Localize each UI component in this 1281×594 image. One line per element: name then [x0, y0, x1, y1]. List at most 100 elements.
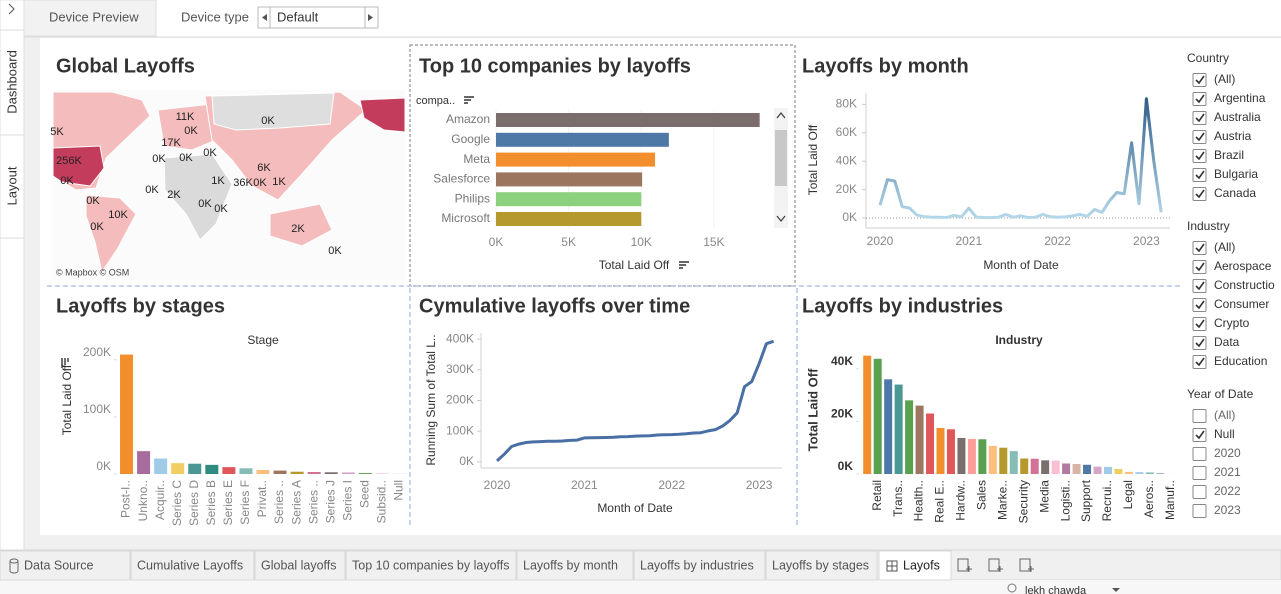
y-axis-title: Total Laid Off	[805, 368, 820, 451]
filter-checkbox[interactable]	[1192, 92, 1207, 106]
filter-checkbox[interactable]	[1192, 260, 1207, 274]
filter-checkbox[interactable]	[1192, 317, 1207, 331]
map-label: 0K	[145, 184, 159, 196]
sheet-tab[interactable]	[254, 550, 346, 581]
side-tab-layout[interactable]: Layout	[4, 166, 19, 205]
bar	[1020, 458, 1029, 474]
filter-item-label: 2021	[1214, 465, 1241, 479]
x-tick-label: Health..	[912, 480, 926, 521]
x-axis-title: Month of Date	[983, 258, 1059, 272]
filter-item-label: Data	[1214, 335, 1240, 349]
sort-icon[interactable]	[464, 96, 474, 104]
check-mark	[1195, 319, 1205, 329]
filter-checkbox[interactable]	[1192, 168, 1207, 182]
new-sheet-icon[interactable]	[1019, 558, 1034, 572]
sheet-tab-label: Data Source	[24, 558, 94, 572]
line	[878, 97, 1163, 220]
land	[163, 153, 233, 241]
scroll-arrows[interactable]	[776, 111, 786, 223]
y-tick-label: Amazon	[446, 112, 490, 126]
bar	[496, 192, 642, 207]
map-label: 0K	[152, 153, 166, 165]
bar	[1103, 466, 1112, 474]
sheet-tab[interactable]	[633, 550, 766, 581]
device-preview-label: Device Preview	[49, 9, 139, 24]
filter-checkbox[interactable]	[1192, 447, 1207, 461]
category-header: Industry	[995, 333, 1043, 347]
x-tick-label: Retail	[870, 480, 884, 511]
filter-checkbox[interactable]	[1192, 241, 1207, 255]
x-tick-label: 2021	[571, 478, 598, 492]
bar	[205, 464, 219, 474]
filter-checkbox[interactable]	[1192, 355, 1207, 369]
filter-checkbox[interactable]	[1192, 149, 1207, 163]
x-tick-label: Series F	[238, 480, 252, 525]
filter-checkbox[interactable]	[1192, 428, 1207, 442]
y-tick-label: 400K	[446, 331, 474, 345]
x-tick-label: Marke..	[995, 480, 1009, 520]
bar	[154, 458, 168, 474]
bar	[496, 152, 656, 167]
scrollbar-thumb[interactable]	[775, 130, 787, 186]
bar	[1114, 469, 1123, 474]
bar	[1062, 463, 1071, 474]
device-preview-tab[interactable]	[23, 0, 157, 37]
device-type-dropdown[interactable]	[257, 6, 379, 29]
bar	[1041, 460, 1050, 474]
sheet-tab[interactable]	[130, 550, 255, 581]
y-tick-label: 0K	[96, 459, 111, 473]
user-name: lekh chawda	[1025, 585, 1087, 594]
filter-checkbox[interactable]	[1192, 130, 1207, 144]
filter-checkbox[interactable]	[1192, 279, 1207, 293]
land	[359, 97, 406, 133]
filter-checkbox[interactable]	[1192, 504, 1207, 518]
x-tick-label: Series I	[340, 480, 354, 521]
bar	[324, 472, 338, 474]
bar	[188, 463, 202, 474]
user-icon	[1007, 583, 1017, 593]
filter-checkbox[interactable]	[1192, 187, 1207, 201]
x-tick-label: Acquir..	[153, 480, 167, 520]
sort-icon[interactable]	[61, 358, 69, 368]
y-tick-label: 80K	[836, 97, 857, 111]
land	[85, 194, 137, 274]
filter-checkbox[interactable]	[1192, 409, 1207, 423]
expand-arrow[interactable]	[8, 3, 15, 15]
map-label: 0K	[214, 203, 228, 215]
toolbar	[0, 0, 1281, 37]
x-tick-label: 15K	[703, 235, 724, 249]
sheet-tab[interactable]	[516, 550, 634, 581]
x-tick-label: Aeros..	[1142, 480, 1156, 518]
x-tick-label: Series D	[187, 480, 201, 526]
filter-title: Year of Date	[1187, 387, 1254, 401]
filter-item-label: Consumer	[1214, 297, 1269, 311]
map-label: 2K	[291, 223, 305, 235]
filter-checkbox[interactable]	[1192, 73, 1207, 87]
filter-checkbox[interactable]	[1192, 298, 1207, 312]
chart-title: Top 10 companies by layoffs	[419, 55, 691, 77]
sheet-tab[interactable]	[0, 550, 131, 581]
side-tab-dashboard[interactable]: Dashboard	[4, 50, 19, 114]
filter-checkbox[interactable]	[1192, 111, 1207, 125]
filter-checkbox[interactable]	[1192, 485, 1207, 499]
filter-item-label: Crypto	[1214, 316, 1250, 330]
x-tick-label: Sales	[975, 480, 989, 510]
x-tick-label: 2020	[867, 234, 894, 248]
filter-checkbox[interactable]	[1192, 336, 1207, 350]
datasource-icon	[9, 558, 19, 574]
sheet-tab[interactable]	[345, 550, 517, 581]
check-mark	[1195, 113, 1205, 123]
sheet-tab[interactable]	[765, 550, 878, 581]
filter-item-label: Argentina	[1214, 91, 1266, 105]
sort-icon[interactable]	[679, 261, 689, 269]
filter-checkbox[interactable]	[1192, 466, 1207, 480]
user-menu-arrow[interactable]	[1112, 588, 1120, 592]
new-sheet-icon[interactable]	[957, 558, 972, 572]
new-sheet-icon[interactable]	[988, 558, 1003, 572]
bar	[999, 447, 1008, 474]
bar	[222, 467, 236, 474]
bar	[341, 472, 355, 474]
map-label: 0K	[184, 125, 198, 137]
land	[211, 92, 335, 131]
